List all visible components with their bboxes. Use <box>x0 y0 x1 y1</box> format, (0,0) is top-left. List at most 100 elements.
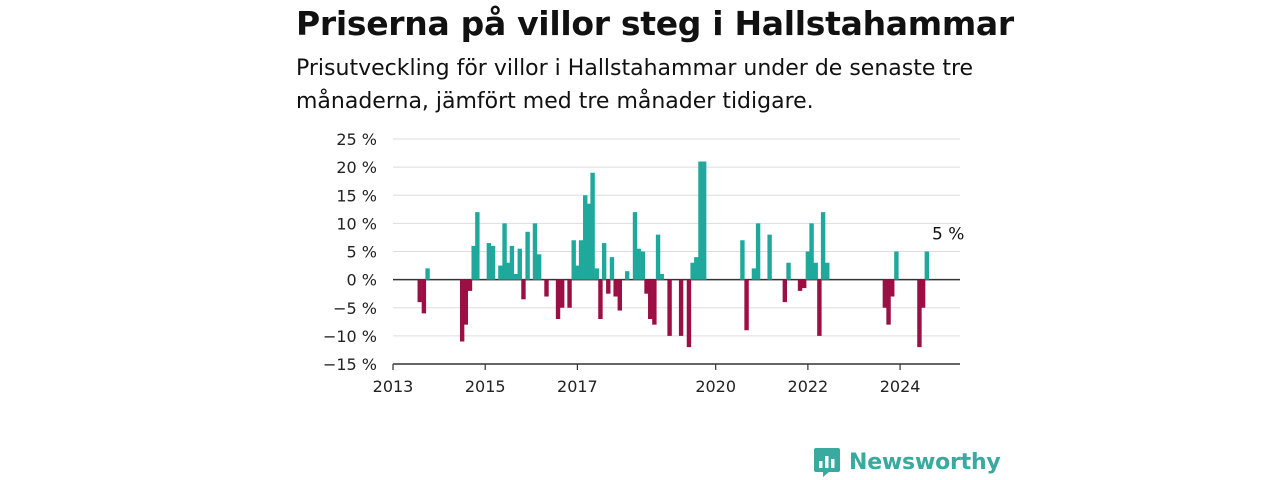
brand-name: Newsworthy <box>849 449 1001 475</box>
bar <box>667 279 672 336</box>
chart-subtitle: Prisutveckling för villor i Hallstahamma… <box>296 56 974 114</box>
bar <box>882 279 888 308</box>
x-axis: 2013 2015 2017 2020 2022 2024 <box>373 363 960 396</box>
bar <box>698 161 703 280</box>
x-tick-label: 2017 <box>557 377 598 396</box>
bar <box>598 279 603 320</box>
bar <box>506 262 511 280</box>
bar <box>786 262 791 280</box>
x-tick-label: 2015 <box>465 377 506 396</box>
bar <box>567 279 572 308</box>
bar <box>513 274 519 280</box>
bar <box>609 257 615 280</box>
bar <box>740 240 745 280</box>
bar <box>425 268 430 280</box>
chart-title: Priserna på villor steg i Hallstahammar <box>296 4 1014 43</box>
bar <box>744 279 749 331</box>
y-tick-label: 5 % <box>347 243 377 262</box>
bar <box>586 203 592 280</box>
bar <box>590 172 595 280</box>
bar <box>486 243 492 280</box>
bar <box>467 279 473 291</box>
bar <box>924 251 930 280</box>
y-tick-label: 0 % <box>347 271 377 290</box>
bar <box>583 195 588 280</box>
bar <box>894 251 899 280</box>
bar <box>701 161 707 280</box>
bar <box>502 223 507 280</box>
y-tick-label: 20 % <box>336 158 377 177</box>
bar <box>559 279 565 308</box>
bar <box>644 279 649 294</box>
bar <box>817 279 822 336</box>
y-tick-label: 25 % <box>336 130 377 149</box>
x-tick-label: 2024 <box>880 377 921 396</box>
bar <box>636 248 641 280</box>
bar <box>640 251 646 280</box>
bar <box>755 223 761 280</box>
y-tick-label: −10 % <box>323 327 377 346</box>
bar <box>809 223 814 280</box>
bar <box>890 279 895 297</box>
bar <box>767 234 772 280</box>
bar <box>678 279 684 336</box>
bar <box>421 279 427 314</box>
y-tick-label: −5 % <box>333 299 377 318</box>
bar <box>521 279 526 300</box>
bar <box>417 279 422 303</box>
bar <box>555 279 561 320</box>
bar <box>659 274 664 280</box>
x-tick-label: 2022 <box>788 377 829 396</box>
bar <box>475 212 480 280</box>
bar <box>594 268 599 280</box>
annotations: 5 % <box>932 225 964 245</box>
bar <box>517 248 522 280</box>
bar <box>532 223 538 280</box>
bar <box>690 262 695 280</box>
brand-logo[interactable]: Newsworthy <box>813 446 1001 478</box>
bars <box>417 161 930 348</box>
bar <box>490 245 496 280</box>
bar <box>601 243 607 280</box>
bar <box>509 245 515 280</box>
bar <box>825 262 830 280</box>
bar <box>498 265 503 280</box>
y-tick-label: −15 % <box>323 355 377 374</box>
bar <box>686 279 692 348</box>
bar <box>820 212 826 280</box>
bar <box>813 262 818 280</box>
bar <box>920 279 926 308</box>
bar <box>459 279 465 342</box>
y-tick-label: 15 % <box>336 186 377 205</box>
bar <box>782 279 788 303</box>
y-axis-tick-labels: 25 % 20 % 15 % 10 % 5 % 0 % −5 % −10 % −15 % <box>323 130 377 374</box>
x-tick-label: 2020 <box>695 377 736 396</box>
bar <box>624 271 630 280</box>
bar <box>805 251 811 280</box>
bar <box>652 279 657 325</box>
bar <box>525 231 530 280</box>
bar <box>632 212 638 280</box>
bar <box>578 240 584 280</box>
x-tick-label: 2013 <box>373 377 414 396</box>
gridlines <box>393 138 960 337</box>
bar <box>575 265 580 280</box>
bar <box>917 279 922 348</box>
latest-value-label: 5 % <box>932 225 964 245</box>
bar <box>617 279 622 311</box>
newsworthy-logo-icon <box>814 448 840 477</box>
bar <box>886 279 891 325</box>
bar <box>648 279 653 320</box>
bar <box>613 279 618 297</box>
bar <box>606 279 611 294</box>
bar <box>694 257 699 280</box>
bar <box>801 279 807 289</box>
bar <box>471 245 476 280</box>
bar <box>797 279 803 291</box>
bar <box>536 254 542 280</box>
bar <box>655 234 661 280</box>
bar <box>571 240 576 280</box>
bar <box>463 279 469 325</box>
bar <box>751 268 757 280</box>
